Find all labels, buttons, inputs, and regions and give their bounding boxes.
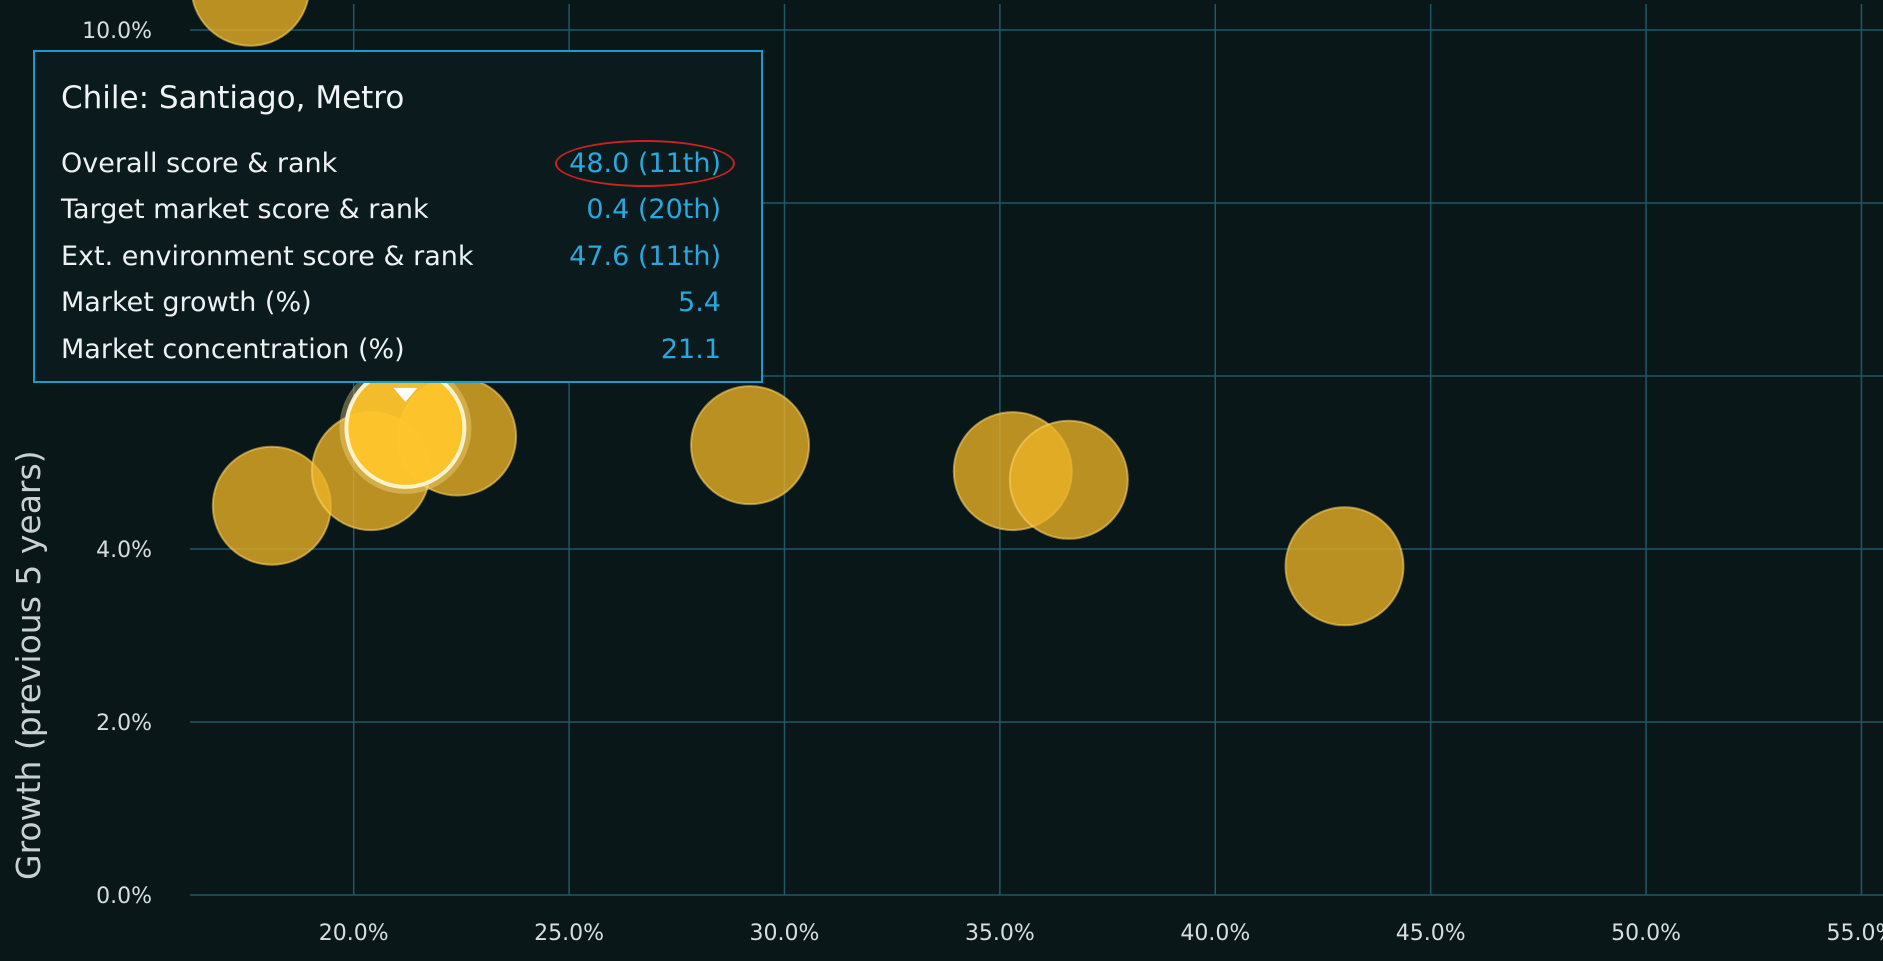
data-bubble bbox=[690, 385, 811, 506]
tooltip-value: 0.4 (20th) bbox=[586, 194, 721, 226]
x-tick-label: 35.0% bbox=[965, 921, 1035, 946]
y-tick-label: 4.0% bbox=[96, 538, 152, 563]
tooltip-value-text: 48.0 (11th) bbox=[569, 147, 721, 179]
x-tick-label: 25.0% bbox=[534, 921, 604, 946]
tooltip-label: Market concentration (%) bbox=[61, 333, 405, 365]
tooltip-row-market-growth: Market growth (%) 5.4 bbox=[61, 280, 735, 327]
x-tick-label: 40.0% bbox=[1180, 921, 1250, 946]
x-tick-label: 30.0% bbox=[750, 921, 820, 946]
tooltip-row-ext-environment: Ext. environment score & rank 47.6 (11th… bbox=[61, 233, 735, 280]
tooltip-value: 47.6 (11th) bbox=[569, 240, 721, 272]
y-tick-label: 10.0% bbox=[82, 19, 152, 44]
tooltip-row-market-concentration: Market concentration (%) 21.1 bbox=[61, 326, 735, 373]
tick-layer: 20.0% 25.0% 30.0% 35.0% 40.0% 45.0% 50.0% 55.0%… bbox=[82, 19, 1883, 946]
y-axis-label: Growth (previous 5 years) bbox=[9, 450, 48, 880]
data-bubble bbox=[191, 0, 309, 47]
x-tick-label: 45.0% bbox=[1396, 921, 1466, 946]
tooltip-row-overall: Overall score & rank 48.0 (11th) bbox=[61, 139, 735, 187]
y-tick-label: 2.0% bbox=[96, 711, 152, 736]
data-bubble bbox=[1008, 419, 1129, 540]
data-bubble bbox=[1284, 506, 1405, 627]
tooltip-label: Target market score & rank bbox=[61, 194, 429, 226]
tooltip-title: Chile: Santiago, Metro bbox=[61, 80, 405, 116]
bubble-layer bbox=[191, 0, 1405, 627]
bubble-tooltip: Chile: Santiago, Metro Overall score & r… bbox=[33, 50, 763, 383]
active-data-bubble bbox=[344, 366, 467, 489]
y-tick-label: 0.0% bbox=[96, 884, 152, 909]
x-tick-label: 50.0% bbox=[1611, 921, 1681, 946]
tooltip-row-target-market: Target market score & rank 0.4 (20th) bbox=[61, 187, 735, 234]
x-tick-label: 20.0% bbox=[319, 921, 389, 946]
tooltip-pointer bbox=[393, 387, 418, 402]
tooltip-value: 21.1 bbox=[660, 333, 721, 365]
tooltip-label: Ext. environment score & rank bbox=[61, 240, 474, 272]
tooltip-label: Market growth (%) bbox=[61, 287, 312, 319]
tooltip-value-overall: 48.0 (11th) bbox=[555, 139, 735, 187]
x-tick-label: 55.0% bbox=[1827, 921, 1883, 946]
tooltip-value: 5.4 bbox=[678, 287, 721, 319]
tooltip-label: Overall score & rank bbox=[61, 147, 338, 179]
